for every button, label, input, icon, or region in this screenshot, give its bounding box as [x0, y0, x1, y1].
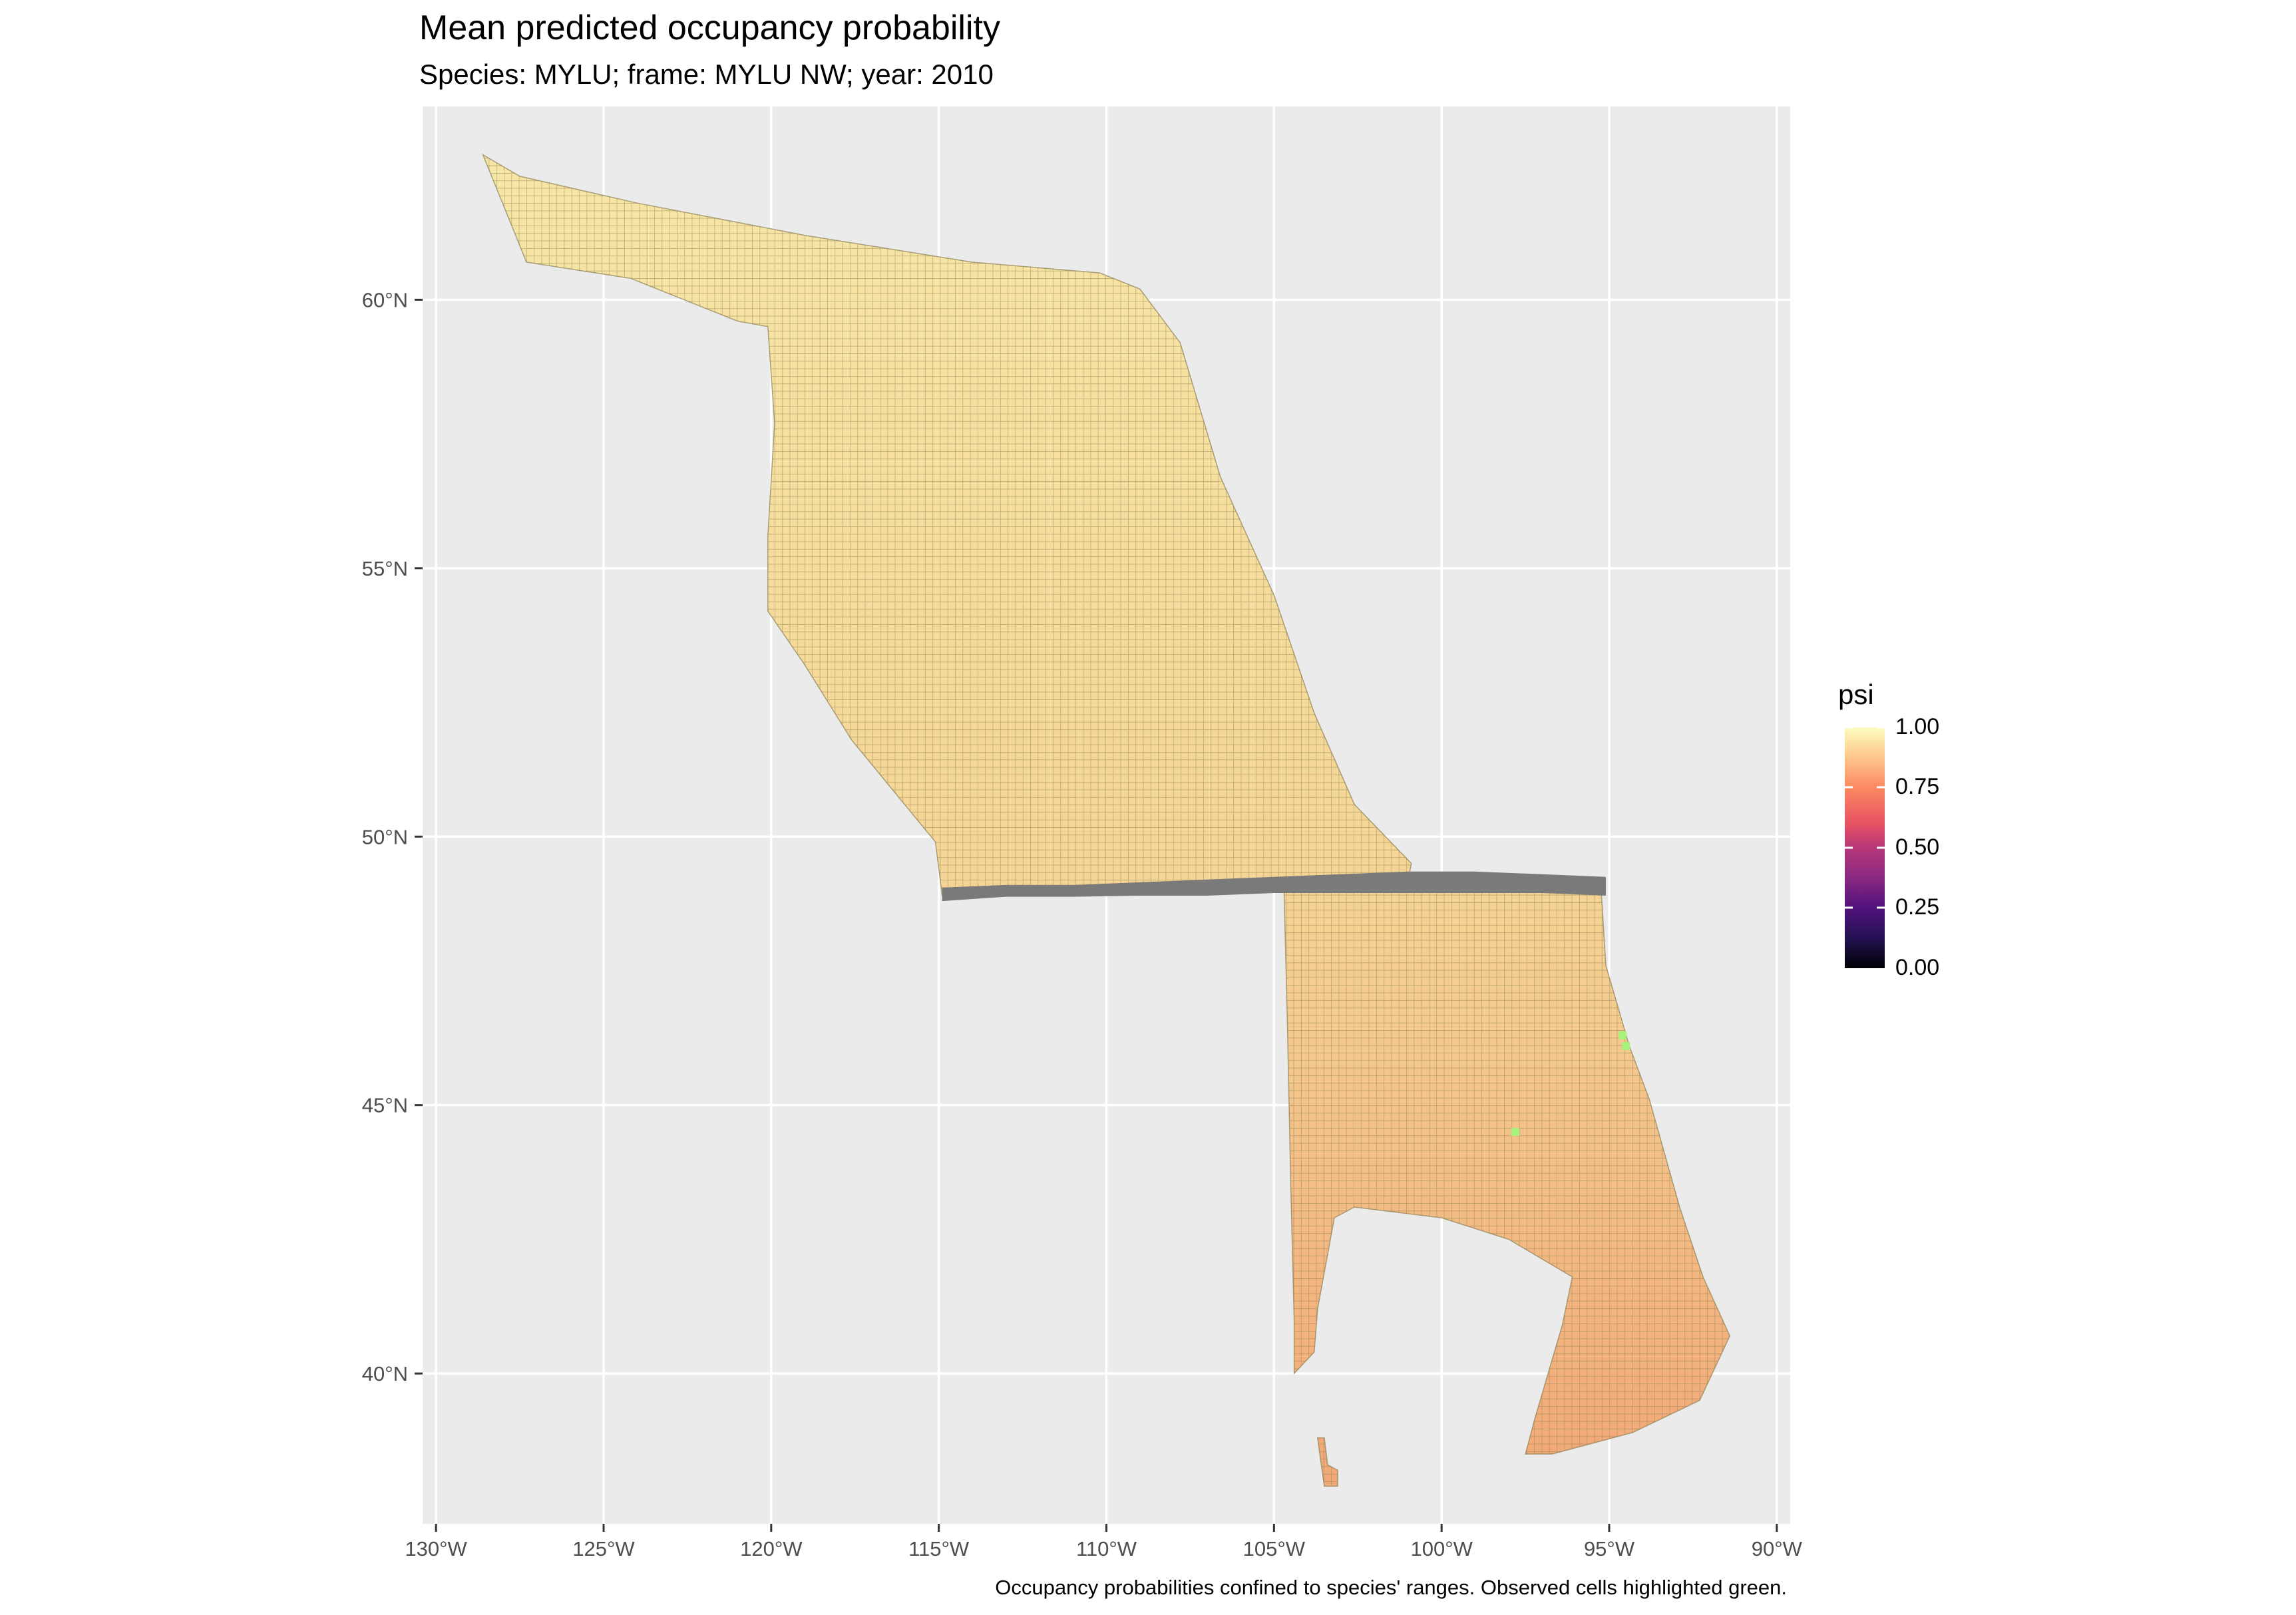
map-subtitle: Species: MYLU; frame: MYLU NW; year: 201… [419, 59, 994, 90]
us-region [1283, 884, 1731, 1455]
canada-region-cells [482, 154, 1412, 896]
x-tick-label-2: 120°W [740, 1537, 803, 1560]
us-region-cells [1284, 884, 1730, 1455]
y-tick-label-1: 55°N [362, 557, 408, 580]
southern-fragment-outline [1316, 1437, 1338, 1487]
southern-fragment [1316, 1437, 1338, 1487]
legend-label-min: 0.00 [1895, 955, 1940, 980]
observed-cell-1 [1622, 1041, 1630, 1050]
x-axis: 130°W 125°W 120°W 115°W 110°W 105°W 100°W 95°W 9… [405, 1524, 1803, 1560]
x-tick-label-4: 110°W [1076, 1537, 1137, 1560]
x-tick-label-3: 115°W [908, 1537, 970, 1560]
legend-label-050: 0.50 [1895, 834, 1940, 860]
x-tick-label-8: 90°W [1752, 1537, 1803, 1560]
legend-ticks [1845, 726, 1885, 909]
southern-fragment-cells [1317, 1437, 1338, 1487]
missing-data-band [942, 871, 1606, 902]
legend-label-max: 1.00 [1895, 714, 1940, 739]
x-tick-label-7: 95°W [1584, 1537, 1635, 1560]
legend-label-025: 0.25 [1895, 894, 1940, 920]
x-tick-label-1: 125°W [572, 1537, 635, 1560]
y-tick-label-4: 40°N [362, 1362, 408, 1385]
x-tick-label-5: 105°W [1243, 1537, 1306, 1560]
y-tick-label-0: 60°N [362, 288, 408, 311]
legend-title: psi [1838, 679, 1874, 710]
y-tick-label-3: 45°N [362, 1094, 408, 1117]
occupancy-cells [482, 153, 1731, 1487]
y-tick-label-2: 50°N [362, 825, 408, 848]
observed-cell-2 [1511, 1128, 1519, 1137]
x-tick-label-0: 130°W [405, 1537, 467, 1560]
map-title: Mean predicted occupancy probability [419, 9, 1000, 47]
x-tick-label-6: 100°W [1410, 1537, 1473, 1560]
legend-label-075: 0.75 [1895, 774, 1940, 799]
observed-cell-0 [1619, 1031, 1627, 1039]
y-axis: 60°N 55°N 50°N 45°N 40°N [362, 288, 423, 1385]
map-caption: Occupancy probabilities confined to spec… [995, 1576, 1787, 1599]
